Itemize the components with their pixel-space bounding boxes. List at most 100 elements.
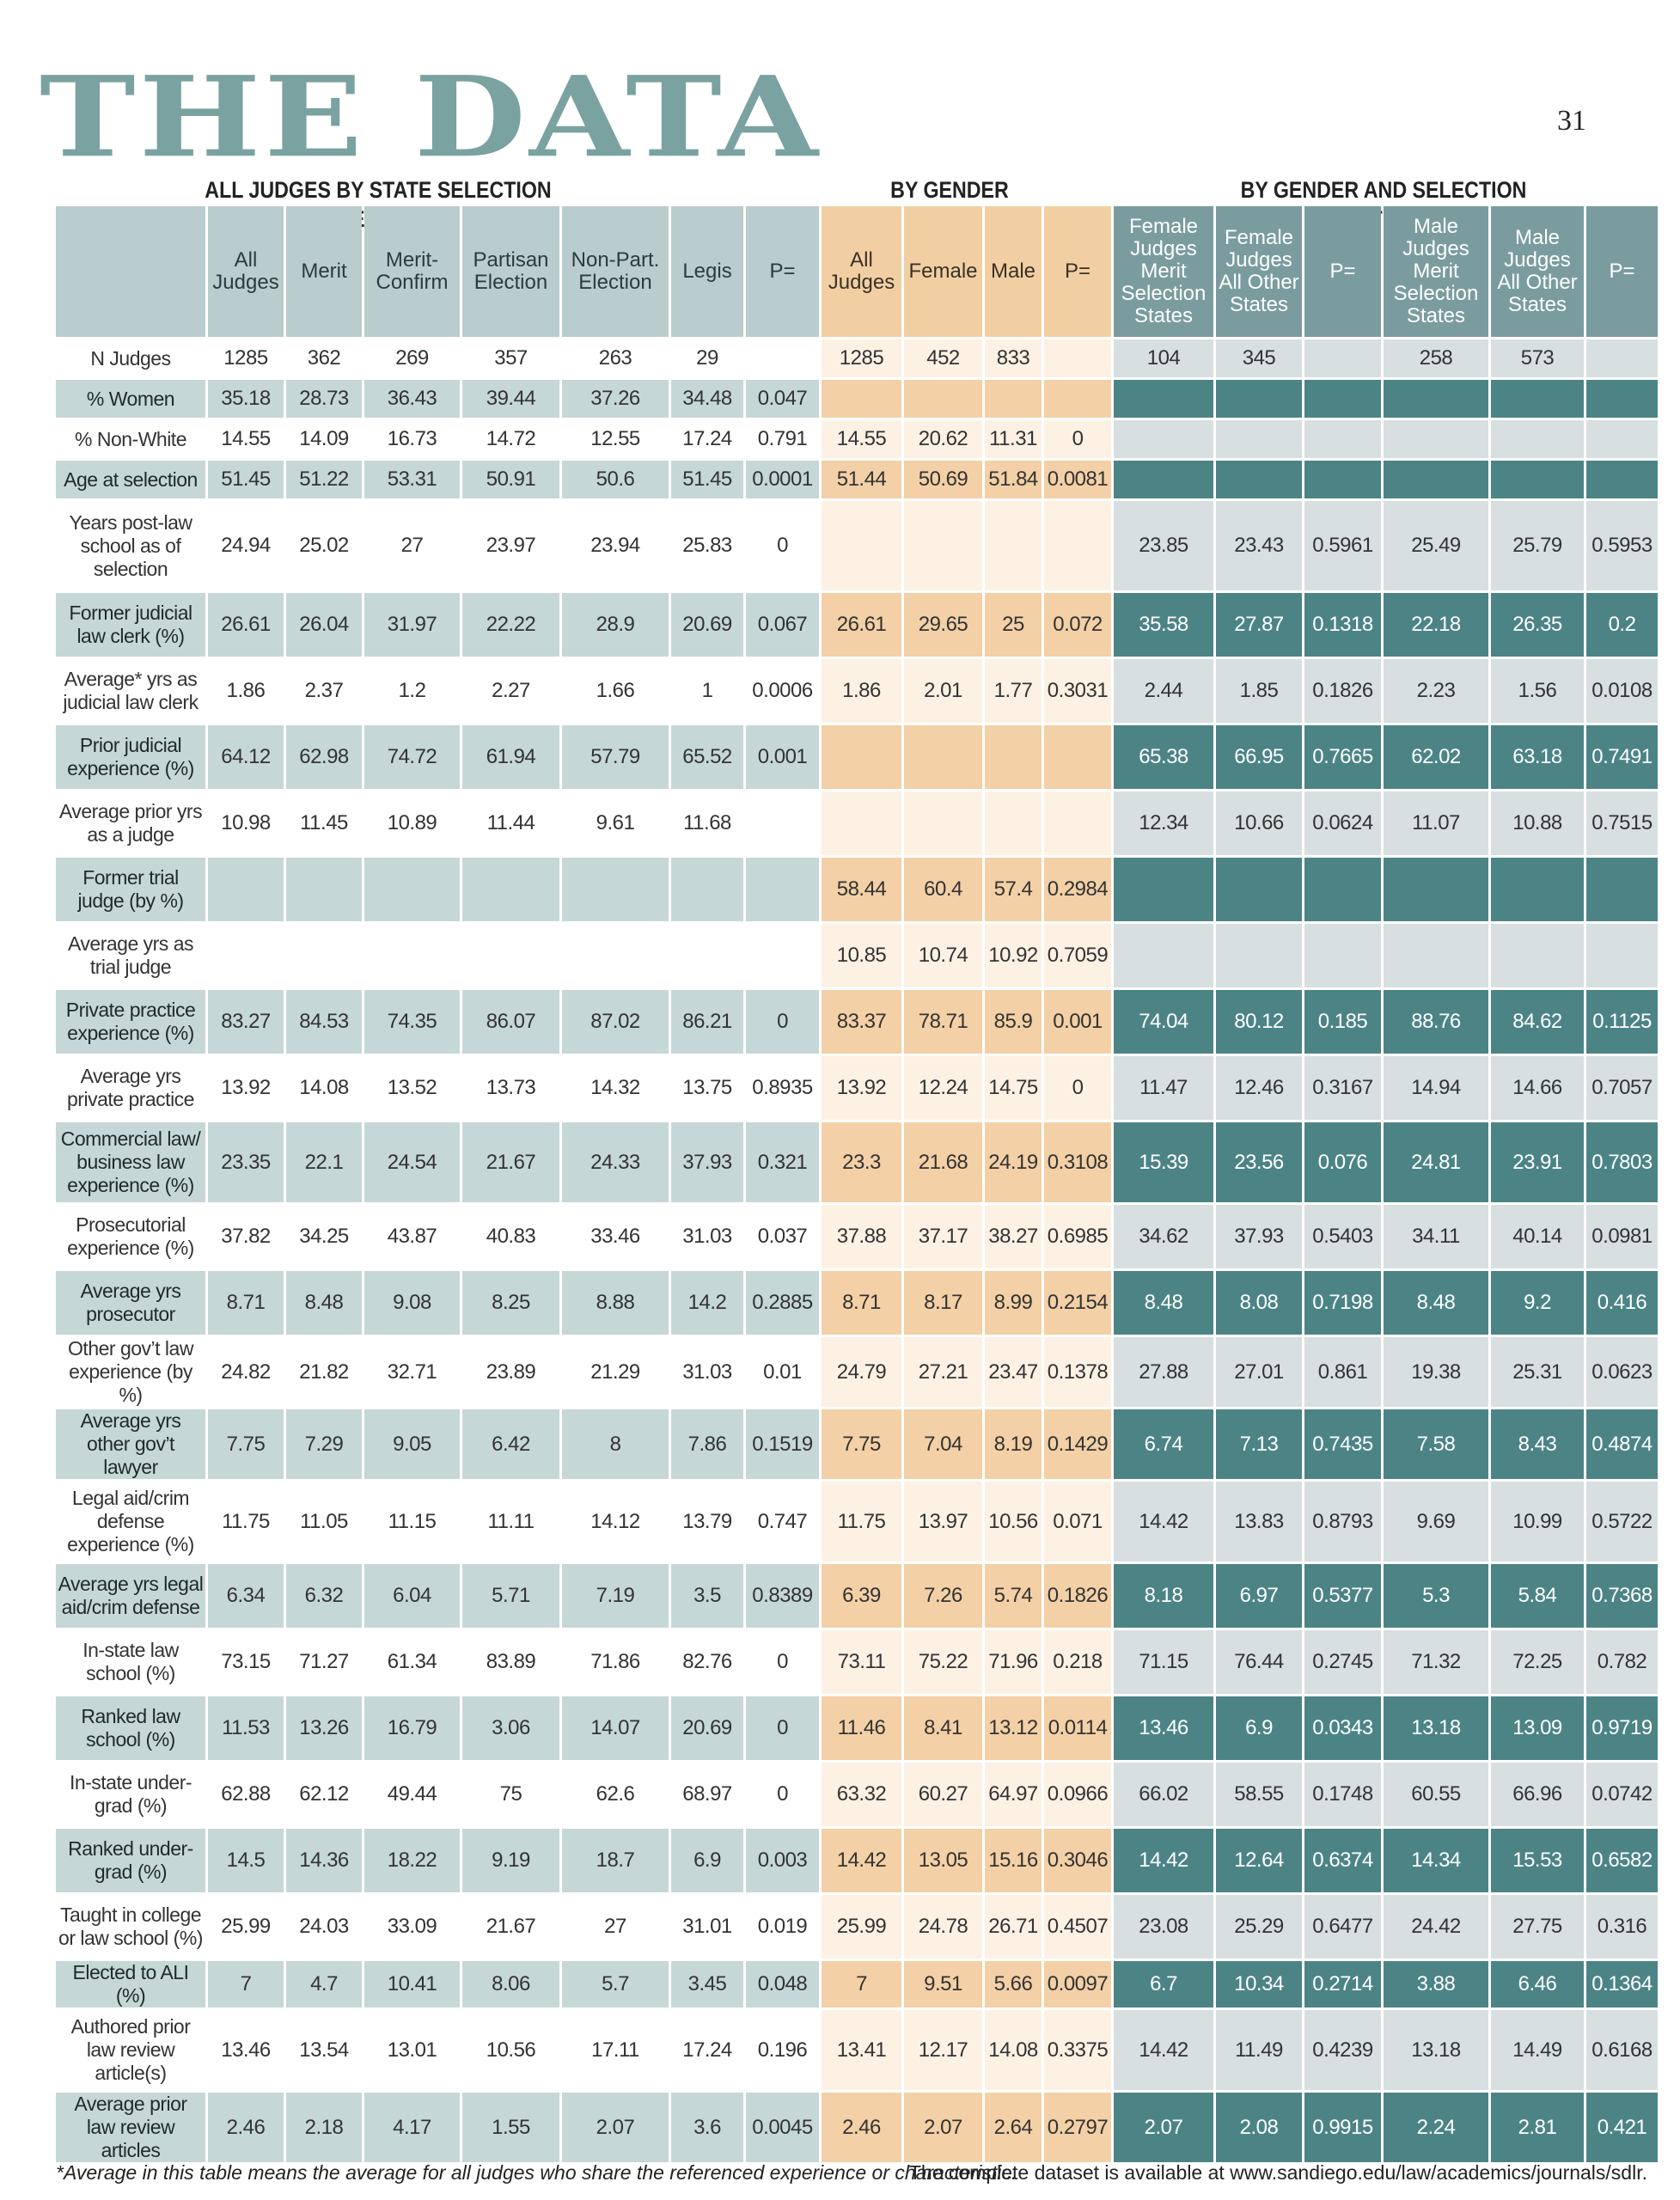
table-cell: 78.71: [904, 990, 982, 1056]
table-cell: 0.6582: [1586, 1829, 1658, 1895]
table-cell: 11.11: [462, 1482, 559, 1564]
page-number: 31: [1557, 105, 1586, 137]
table-cell: 15.53: [1491, 1829, 1584, 1895]
table-cell: 573: [1491, 339, 1584, 380]
table-cell: 10.34: [1216, 1961, 1302, 2010]
table-cell: 35.58: [1114, 593, 1213, 659]
table-cell: 0: [746, 501, 819, 593]
table-cell: [1304, 420, 1381, 461]
table-cell: 12.34: [1114, 791, 1213, 858]
table-cell: 37.17: [904, 1205, 982, 1271]
table-cell: 27.87: [1216, 593, 1302, 659]
table-cell: 0.1519: [746, 1409, 819, 1482]
table-cell: 9.61: [562, 791, 669, 858]
table-cell: 2.08: [1216, 2093, 1302, 2165]
table-cell: 26.35: [1491, 593, 1584, 659]
table-row: Average yrs other gov’t lawyer 7.75 7.29 9.…: [56, 1409, 1658, 1482]
table-cell: [286, 858, 362, 924]
col-header: Female Judges All Other States: [1216, 206, 1302, 339]
table-cell: 8.43: [1491, 1409, 1584, 1482]
table-cell: 13.46: [1114, 1696, 1213, 1763]
table-cell: 27.75: [1491, 1895, 1584, 1961]
table-cell: 1.85: [1216, 659, 1302, 725]
table-cell: [1586, 924, 1658, 990]
table-cell: 13.05: [904, 1829, 982, 1895]
table-cell: 24.42: [1384, 1895, 1488, 1961]
table-cell: 11.05: [286, 1482, 362, 1564]
table-cell: 14.08: [985, 2010, 1042, 2093]
table-cell: 6.04: [364, 1564, 460, 1630]
table-cell: 104: [1114, 339, 1213, 380]
table-cell: 14.42: [1114, 1829, 1213, 1895]
table-row: Authored prior law review article(s) 13.4…: [56, 2010, 1658, 2093]
table-cell: 62.6: [562, 1763, 669, 1829]
table-cell: 71.27: [286, 1630, 362, 1696]
table-cell: 34.62: [1114, 1205, 1213, 1271]
table-cell: 25.99: [822, 1895, 901, 1961]
table-row: In-state law school (%) 73.15 71.27 61.34 83…: [56, 1630, 1658, 1696]
table-cell: [1216, 420, 1302, 461]
table-cell: 0.421: [1586, 2093, 1658, 2165]
table-cell: 12.46: [1216, 1056, 1302, 1122]
table-row: Age at selection 51.45 51.22 53.31 50.91 50.6…: [56, 461, 1658, 501]
table-cell: [1586, 461, 1658, 501]
table-cell: 0.791: [746, 420, 819, 461]
table-cell: 0.218: [1044, 1630, 1111, 1696]
col-header: Female: [904, 206, 982, 339]
table-cell: 27.88: [1114, 1337, 1213, 1409]
table-cell: 34.48: [671, 380, 743, 420]
table-cell: 14.55: [822, 420, 901, 461]
col-header: All Judges: [208, 206, 284, 339]
table-cell: 21.29: [562, 1337, 669, 1409]
table-cell: 11.45: [286, 791, 362, 858]
table-cell: 37.88: [822, 1205, 901, 1271]
table-cell: 63.32: [822, 1763, 901, 1829]
table-cell: 66.02: [1114, 1763, 1213, 1829]
table-cell: 6.97: [1216, 1564, 1302, 1630]
table-cell: 14.12: [562, 1482, 669, 1564]
table-cell: 23.35: [208, 1122, 284, 1205]
table-cell: 269: [364, 339, 460, 380]
table-cell: 5.71: [462, 1564, 559, 1630]
table-cell: 11.75: [822, 1482, 901, 1564]
table-cell: 2.27: [462, 659, 559, 725]
table-cell: [1491, 858, 1584, 924]
table-cell: 0.071: [1044, 1482, 1111, 1564]
table-cell: 5.3: [1384, 1564, 1488, 1630]
table-cell: 13.75: [671, 1056, 743, 1122]
table-cell: 87.02: [562, 990, 669, 1056]
table-cell: 27.01: [1216, 1337, 1302, 1409]
row-label: Elected to ALI (%): [56, 1961, 205, 2010]
table-cell: [822, 501, 901, 593]
table-cell: [1384, 380, 1488, 420]
table-cell: 0: [1044, 420, 1111, 461]
table-cell: 25.79: [1491, 501, 1584, 593]
table-cell: 0.0343: [1304, 1696, 1381, 1763]
table-row: Average yrs prosecutor 8.71 8.48 9.08 8.25 8.…: [56, 1271, 1658, 1337]
table-cell: 13.46: [208, 2010, 284, 2093]
row-label: In-state law school (%): [56, 1630, 205, 1696]
table-cell: 29.65: [904, 593, 982, 659]
table-cell: 14.42: [822, 1829, 901, 1895]
table-cell: 86.07: [462, 990, 559, 1056]
col-header: Legis: [671, 206, 743, 339]
table-cell: 362: [286, 339, 362, 380]
table-cell: 75: [462, 1763, 559, 1829]
table-cell: 31.97: [364, 593, 460, 659]
table-cell: [1216, 461, 1302, 501]
table-cell: 0.0006: [746, 659, 819, 725]
table-cell: 8: [562, 1409, 669, 1482]
table-row: Prosecutorial experience (%) 37.82 34.25 43…: [56, 1205, 1658, 1271]
table-cell: 51.22: [286, 461, 362, 501]
table-cell: [904, 725, 982, 791]
row-label: Private practice experience (%): [56, 990, 205, 1056]
table-cell: 0.3375: [1044, 2010, 1111, 2093]
table-row: Taught in college or law school (%) 25.99…: [56, 1895, 1658, 1961]
table-cell: 13.54: [286, 2010, 362, 2093]
table-cell: 18.7: [562, 1829, 669, 1895]
table-cell: 1.66: [562, 659, 669, 725]
table-cell: 11.15: [364, 1482, 460, 1564]
col-header: P=: [746, 206, 819, 339]
table-cell: 7: [822, 1961, 901, 2010]
table-cell: 0.7198: [1304, 1271, 1381, 1337]
